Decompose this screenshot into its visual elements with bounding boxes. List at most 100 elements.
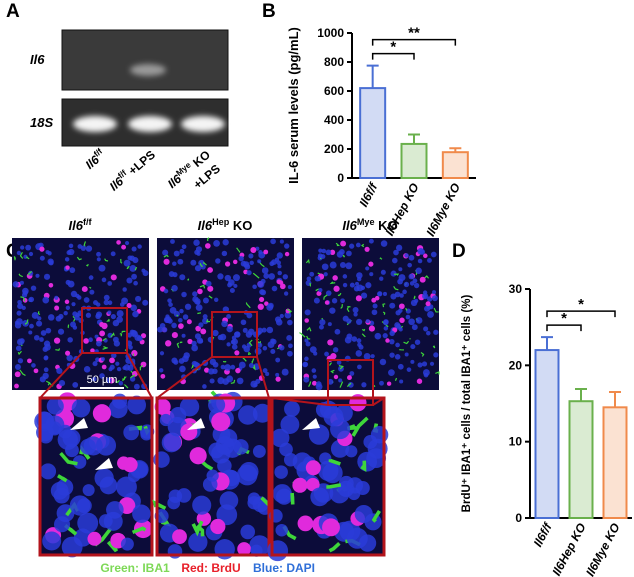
- nucleus: [319, 452, 332, 465]
- nucleus: [188, 532, 208, 552]
- nucleus: [394, 322, 401, 329]
- nucleus: [224, 364, 231, 371]
- nucleus: [116, 310, 124, 318]
- nucleus: [179, 308, 184, 314]
- brdu-nucleus: [87, 531, 102, 546]
- nucleus: [179, 248, 185, 254]
- nucleus: [103, 299, 109, 306]
- label-suffix: +LPS: [123, 148, 158, 180]
- label-suffix: KO: [375, 218, 398, 233]
- significance-bracket: [546, 310, 616, 318]
- microglia: [121, 330, 126, 334]
- nucleus: [234, 331, 241, 338]
- brdu-nucleus: [204, 367, 210, 373]
- nucleus: [21, 305, 26, 311]
- nucleus: [372, 303, 378, 309]
- nucleus: [329, 307, 336, 314]
- nucleus: [389, 302, 396, 309]
- nucleus: [232, 274, 240, 282]
- nucleus: [397, 363, 404, 370]
- microglia: [20, 296, 26, 302]
- nucleus: [327, 322, 332, 327]
- nucleus: [342, 315, 349, 322]
- nucleus: [335, 404, 353, 422]
- brdu-nucleus: [329, 249, 336, 255]
- nucleus: [283, 452, 298, 467]
- nucleus: [257, 342, 263, 348]
- nucleus: [173, 359, 179, 365]
- nucleus: [179, 397, 200, 417]
- nucleus: [368, 238, 374, 244]
- brdu-nucleus: [234, 350, 240, 356]
- nucleus: [312, 374, 317, 379]
- nucleus: [219, 491, 239, 510]
- nucleus: [288, 343, 293, 349]
- nucleus: [103, 294, 110, 301]
- microglia: [413, 295, 416, 300]
- nucleus: [317, 253, 323, 259]
- nucleus: [268, 273, 276, 280]
- nucleus: [105, 377, 112, 384]
- nucleus: [163, 316, 171, 324]
- nucleus: [121, 297, 129, 305]
- nucleus: [31, 312, 39, 319]
- microglia: [139, 365, 144, 371]
- nucleus: [410, 299, 418, 307]
- nucleus: [126, 277, 133, 284]
- microglia: [208, 295, 213, 299]
- y-tick-label: 20: [509, 358, 523, 372]
- nucleus: [279, 313, 284, 319]
- nucleus: [240, 524, 256, 540]
- nucleus: [77, 295, 82, 300]
- microglia: [187, 278, 190, 281]
- y-tick-label: 0: [515, 511, 522, 525]
- microglia: [247, 351, 252, 356]
- brdu-nucleus: [126, 303, 132, 309]
- nucleus: [215, 258, 221, 264]
- error-bar: [449, 147, 462, 153]
- nucleus: [229, 287, 235, 294]
- microglia: [251, 358, 255, 365]
- zoom-box: [327, 359, 374, 406]
- microglia: [110, 332, 115, 338]
- nucleus: [430, 251, 437, 258]
- nucleus: [124, 241, 130, 246]
- nucleus: [63, 311, 68, 316]
- nucleus: [91, 376, 97, 382]
- microglia: [206, 319, 211, 323]
- nucleus: [366, 448, 387, 468]
- nucleus: [110, 251, 116, 257]
- nucleus: [321, 263, 329, 271]
- nucleus: [169, 307, 177, 314]
- nucleus: [168, 302, 173, 307]
- nucleus: [382, 291, 387, 296]
- nucleus: [182, 314, 189, 320]
- nucleus: [85, 245, 93, 252]
- microglia: [191, 364, 194, 370]
- microglia: [134, 266, 138, 271]
- nucleus: [178, 358, 185, 364]
- brdu-nucleus: [187, 338, 193, 345]
- nucleus: [254, 347, 262, 355]
- microglia: [18, 273, 23, 278]
- nucleus: [261, 267, 269, 274]
- nucleus: [61, 536, 83, 558]
- nucleus: [123, 259, 131, 267]
- nucleus: [248, 253, 254, 259]
- nucleus: [382, 333, 388, 339]
- microglia: [346, 382, 352, 388]
- nucleus: [252, 403, 272, 423]
- nucleus: [118, 381, 124, 386]
- y-tick-label: 1000: [317, 26, 344, 40]
- nucleus: [393, 249, 399, 256]
- panel-label: B: [262, 1, 276, 22]
- nucleus: [355, 318, 363, 326]
- nucleus: [390, 270, 397, 277]
- nucleus: [133, 280, 138, 286]
- nucleus: [271, 285, 278, 292]
- nucleus: [192, 495, 212, 515]
- zoom-frame: [38, 396, 154, 557]
- brdu-nucleus: [386, 381, 392, 386]
- nucleus: [162, 249, 169, 256]
